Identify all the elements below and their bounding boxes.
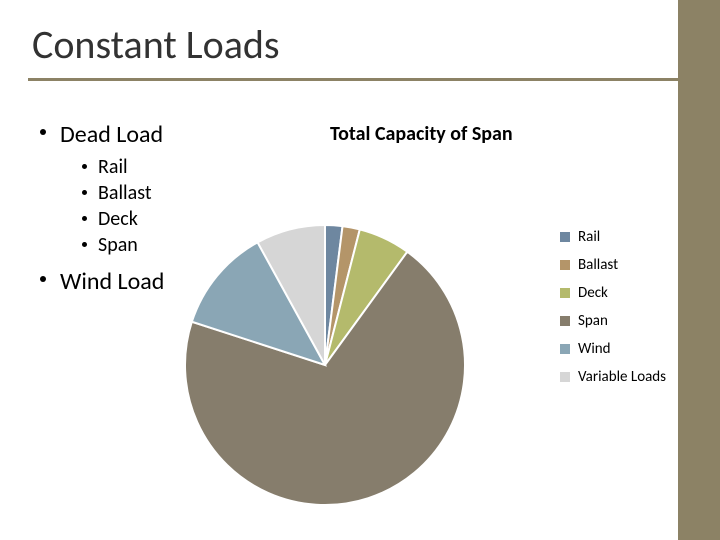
- bullet-icon: [82, 164, 87, 169]
- legend-item: Wind: [560, 340, 666, 358]
- list-item: Rail: [82, 155, 340, 179]
- legend-label: Wind: [578, 340, 611, 358]
- bullet-icon: [82, 242, 87, 247]
- legend-label: Variable Loads: [578, 368, 666, 386]
- chart-title: Total Capacity of Span: [330, 122, 513, 146]
- list-item-label: Wind Load: [60, 267, 164, 296]
- accent-bar: [678, 0, 720, 540]
- bullet-icon: [82, 216, 87, 221]
- list-item: Ballast: [82, 181, 340, 205]
- legend-swatch-icon: [560, 316, 570, 326]
- list-item-label: Rail: [98, 155, 128, 179]
- legend-item: Variable Loads: [560, 368, 666, 386]
- list-item-label: Deck: [98, 207, 138, 231]
- legend-swatch-icon: [560, 288, 570, 298]
- legend-label: Deck: [578, 284, 608, 302]
- chart-legend: Rail Ballast Deck Span Wind Variable Loads: [560, 228, 666, 396]
- title-underline: [28, 78, 692, 81]
- legend-swatch-icon: [560, 372, 570, 382]
- legend-item: Deck: [560, 284, 666, 302]
- bullet-icon: [82, 190, 87, 195]
- list-item-label: Ballast: [98, 181, 152, 205]
- legend-label: Span: [578, 312, 608, 330]
- pie-chart: [185, 225, 465, 510]
- legend-swatch-icon: [560, 260, 570, 270]
- legend-swatch-icon: [560, 232, 570, 242]
- legend-label: Rail: [578, 228, 600, 246]
- bullet-icon: [40, 129, 46, 135]
- list-item-label: Dead Load: [60, 120, 163, 149]
- bullet-icon: [40, 276, 46, 282]
- page-title: Constant Loads: [32, 20, 280, 69]
- legend-item: Ballast: [560, 256, 666, 274]
- legend-swatch-icon: [560, 344, 570, 354]
- legend-label: Ballast: [578, 256, 618, 274]
- list-item-label: Span: [98, 233, 138, 257]
- pie-svg: [185, 225, 465, 505]
- legend-item: Span: [560, 312, 666, 330]
- legend-item: Rail: [560, 228, 666, 246]
